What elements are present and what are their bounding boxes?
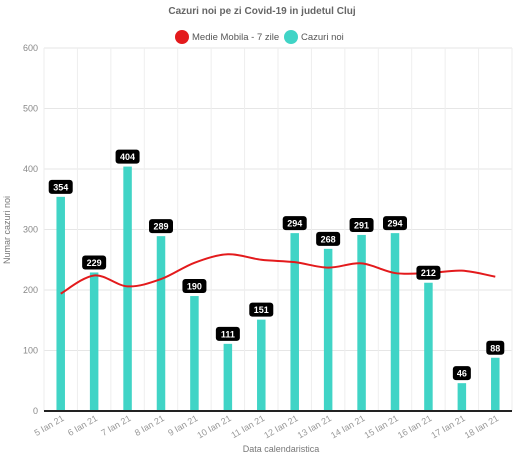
data-label: 46 <box>452 366 471 381</box>
data-label-text: 88 <box>490 343 500 353</box>
x-tick-label: 9 Ian 21 <box>166 413 199 438</box>
data-label-bg <box>182 279 207 294</box>
x-tick-label: 11 Ian 21 <box>229 413 266 440</box>
x-tick-label: 16 Ian 21 <box>396 413 434 440</box>
y-tick-label: 100 <box>23 346 38 356</box>
data-label-text: 404 <box>120 152 135 162</box>
data-label-bg <box>349 217 374 232</box>
bar[interactable] <box>290 233 299 411</box>
data-label: 354 <box>48 179 73 194</box>
y-tick-label: 300 <box>23 225 38 235</box>
bar[interactable] <box>56 196 65 411</box>
data-label-bg <box>215 326 240 341</box>
data-label: 291 <box>349 217 374 232</box>
y-tick-label: 400 <box>23 164 38 174</box>
legend-item-new-cases[interactable]: Cazuri noi <box>284 30 344 44</box>
data-label: 404 <box>115 149 140 164</box>
data-label-bg <box>452 366 471 381</box>
data-label: 111 <box>215 326 240 341</box>
x-tick-label: 13 Ian 21 <box>296 413 334 440</box>
data-label-bg <box>249 302 274 317</box>
bar[interactable] <box>156 236 166 411</box>
data-label-text: 229 <box>87 258 102 268</box>
bar[interactable] <box>424 282 433 411</box>
data-label-text: 289 <box>153 222 168 232</box>
bar[interactable] <box>357 234 366 411</box>
y-tick-label: 0 <box>33 406 38 416</box>
data-labels: 354 229 404 289 190 111 151 294 268 291 294 212 46 88 <box>48 149 505 381</box>
x-axis-title: Data calendaristica <box>243 444 320 454</box>
x-tick-label: 7 Ian 21 <box>99 413 132 438</box>
bar[interactable] <box>491 357 500 411</box>
data-label-bg <box>82 255 107 270</box>
data-label-text: 46 <box>457 369 467 379</box>
data-label: 212 <box>416 265 441 280</box>
data-label: 294 <box>282 216 307 231</box>
legend-item-moving-average[interactable]: Medie Mobila - 7 zile <box>175 30 279 44</box>
data-label: 151 <box>249 302 274 317</box>
data-label-text: 354 <box>53 182 68 192</box>
y-tick-label: 500 <box>23 104 38 114</box>
bar[interactable] <box>257 319 266 411</box>
data-label-bg <box>149 219 173 234</box>
gridlines <box>43 47 513 411</box>
data-label: 229 <box>82 255 107 270</box>
data-label-text: 212 <box>421 268 436 278</box>
x-tick-label: 5 Ian 21 <box>33 413 66 438</box>
data-label-bg <box>115 149 140 164</box>
legend-label-moving-average: Medie Mobila - 7 zile <box>192 32 279 43</box>
bars <box>56 166 500 411</box>
data-label-bg <box>316 231 341 246</box>
chart-title: Cazuri noi pe zi Covid-19 in judetul Clu… <box>168 6 355 17</box>
y-axis-ticks: 0 100 200 300 400 500 600 <box>23 43 38 416</box>
y-axis-title: Numar cazuri noi <box>2 196 12 264</box>
bar[interactable] <box>89 272 99 411</box>
x-tick-label: 12 Ian 21 <box>262 413 300 440</box>
data-label-text: 268 <box>321 234 336 244</box>
y-tick-label: 200 <box>23 285 38 295</box>
x-axis-ticks: 5 Ian 21 6 Ian 21 7 Ian 21 8 Ian 21 9 Ian 21… <box>33 413 501 440</box>
data-label-bg <box>48 179 73 194</box>
data-label-text: 151 <box>254 305 269 315</box>
x-tick-label: 17 Ian 21 <box>429 413 467 440</box>
data-label: 294 <box>383 216 407 231</box>
x-tick-label: 8 Ian 21 <box>133 413 166 438</box>
y-tick-label: 600 <box>23 43 38 53</box>
legend[interactable]: Medie Mobila - 7 zile Cazuri noi <box>175 30 344 44</box>
data-label-bg <box>416 265 441 280</box>
data-label-bg <box>383 216 407 231</box>
bar[interactable] <box>323 248 333 411</box>
data-label: 289 <box>149 219 173 234</box>
legend-swatch-new-cases <box>284 30 298 44</box>
x-tick-label: 14 Ian 21 <box>329 413 367 440</box>
bar[interactable] <box>223 343 233 411</box>
data-label-text: 294 <box>287 219 302 229</box>
data-label-text: 291 <box>354 220 369 230</box>
bar[interactable] <box>190 296 199 411</box>
bar[interactable] <box>123 166 132 411</box>
data-label-text: 294 <box>387 219 402 229</box>
bar[interactable] <box>457 383 467 411</box>
data-label-text: 111 <box>221 329 235 339</box>
legend-label-new-cases: Cazuri noi <box>301 32 344 43</box>
data-label-bg <box>486 340 505 355</box>
bar[interactable] <box>390 233 400 411</box>
data-label: 268 <box>316 231 341 246</box>
x-tick-label: 15 Ian 21 <box>362 413 400 440</box>
legend-swatch-moving-average <box>175 30 189 44</box>
data-label-bg <box>282 216 307 231</box>
data-label-text: 190 <box>187 282 202 292</box>
x-tick-label: 18 Ian 21 <box>463 413 501 440</box>
data-label: 88 <box>486 340 505 355</box>
x-tick-label: 6 Ian 21 <box>66 413 99 438</box>
x-tick-label: 10 Ian 21 <box>195 413 233 440</box>
data-label: 190 <box>182 279 207 294</box>
